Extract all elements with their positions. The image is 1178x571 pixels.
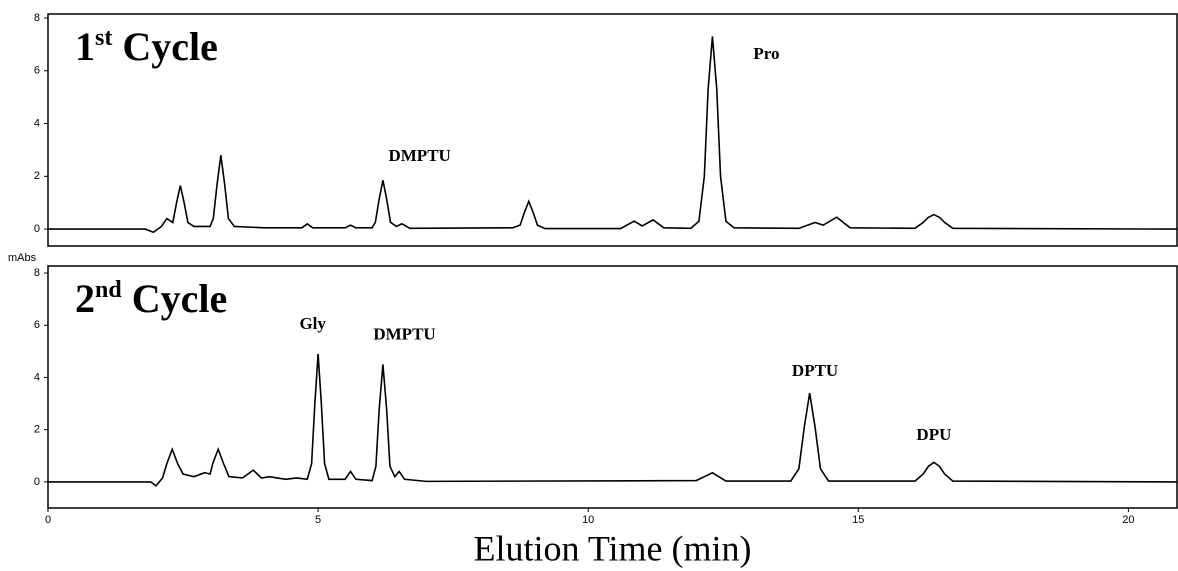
y-tick-label: 6: [34, 319, 40, 331]
y-tick-label: 2: [34, 424, 40, 436]
y-tick-label: 4: [34, 117, 40, 129]
y-tick-label: 8: [34, 12, 40, 24]
panel-title: 1st Cycle: [75, 24, 218, 69]
title-superscript: nd: [95, 277, 122, 303]
plot-frame: [47, 13, 1178, 247]
trace: [48, 353, 1178, 487]
y-tick-label: 2: [34, 170, 40, 182]
x-tick-label: 15: [852, 514, 864, 526]
y-tick-label: 0: [34, 223, 40, 235]
trace: [48, 36, 1178, 234]
peak-label: DMPTU: [388, 146, 450, 165]
x-tick-label: 20: [1122, 514, 1134, 526]
title-number: 1: [75, 24, 95, 69]
plot-frame: [47, 265, 1178, 509]
peak-label: DPTU: [792, 361, 838, 380]
x-tick-label: 5: [315, 514, 321, 526]
y-tick-label: 0: [34, 476, 40, 488]
x-tick-label: 10: [582, 514, 594, 526]
y-axis-label: mAbs: [8, 252, 37, 264]
peak-label: DMPTU: [373, 325, 435, 344]
peak-label: DPU: [916, 425, 951, 444]
title-number: 2: [75, 276, 95, 321]
y-tick-label: 4: [34, 371, 40, 383]
x-axis-label: Elution Time (min): [473, 528, 751, 568]
peak-label: Gly: [299, 314, 326, 333]
x-tick-label: 0: [45, 514, 51, 526]
title-word: Cycle: [122, 24, 218, 69]
title-superscript: st: [95, 25, 112, 51]
peak-label: Pro: [753, 44, 779, 63]
title-word: Cycle: [132, 276, 228, 321]
y-tick-label: 8: [34, 267, 40, 279]
panel-title: 2nd Cycle: [75, 276, 227, 321]
y-tick-label: 6: [34, 65, 40, 77]
